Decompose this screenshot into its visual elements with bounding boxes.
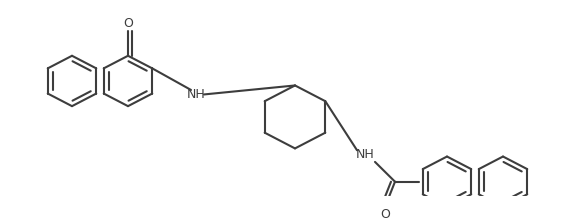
- Text: O: O: [123, 17, 133, 30]
- Text: NH: NH: [187, 88, 206, 101]
- Text: O: O: [380, 208, 390, 218]
- Text: NH: NH: [356, 148, 374, 161]
